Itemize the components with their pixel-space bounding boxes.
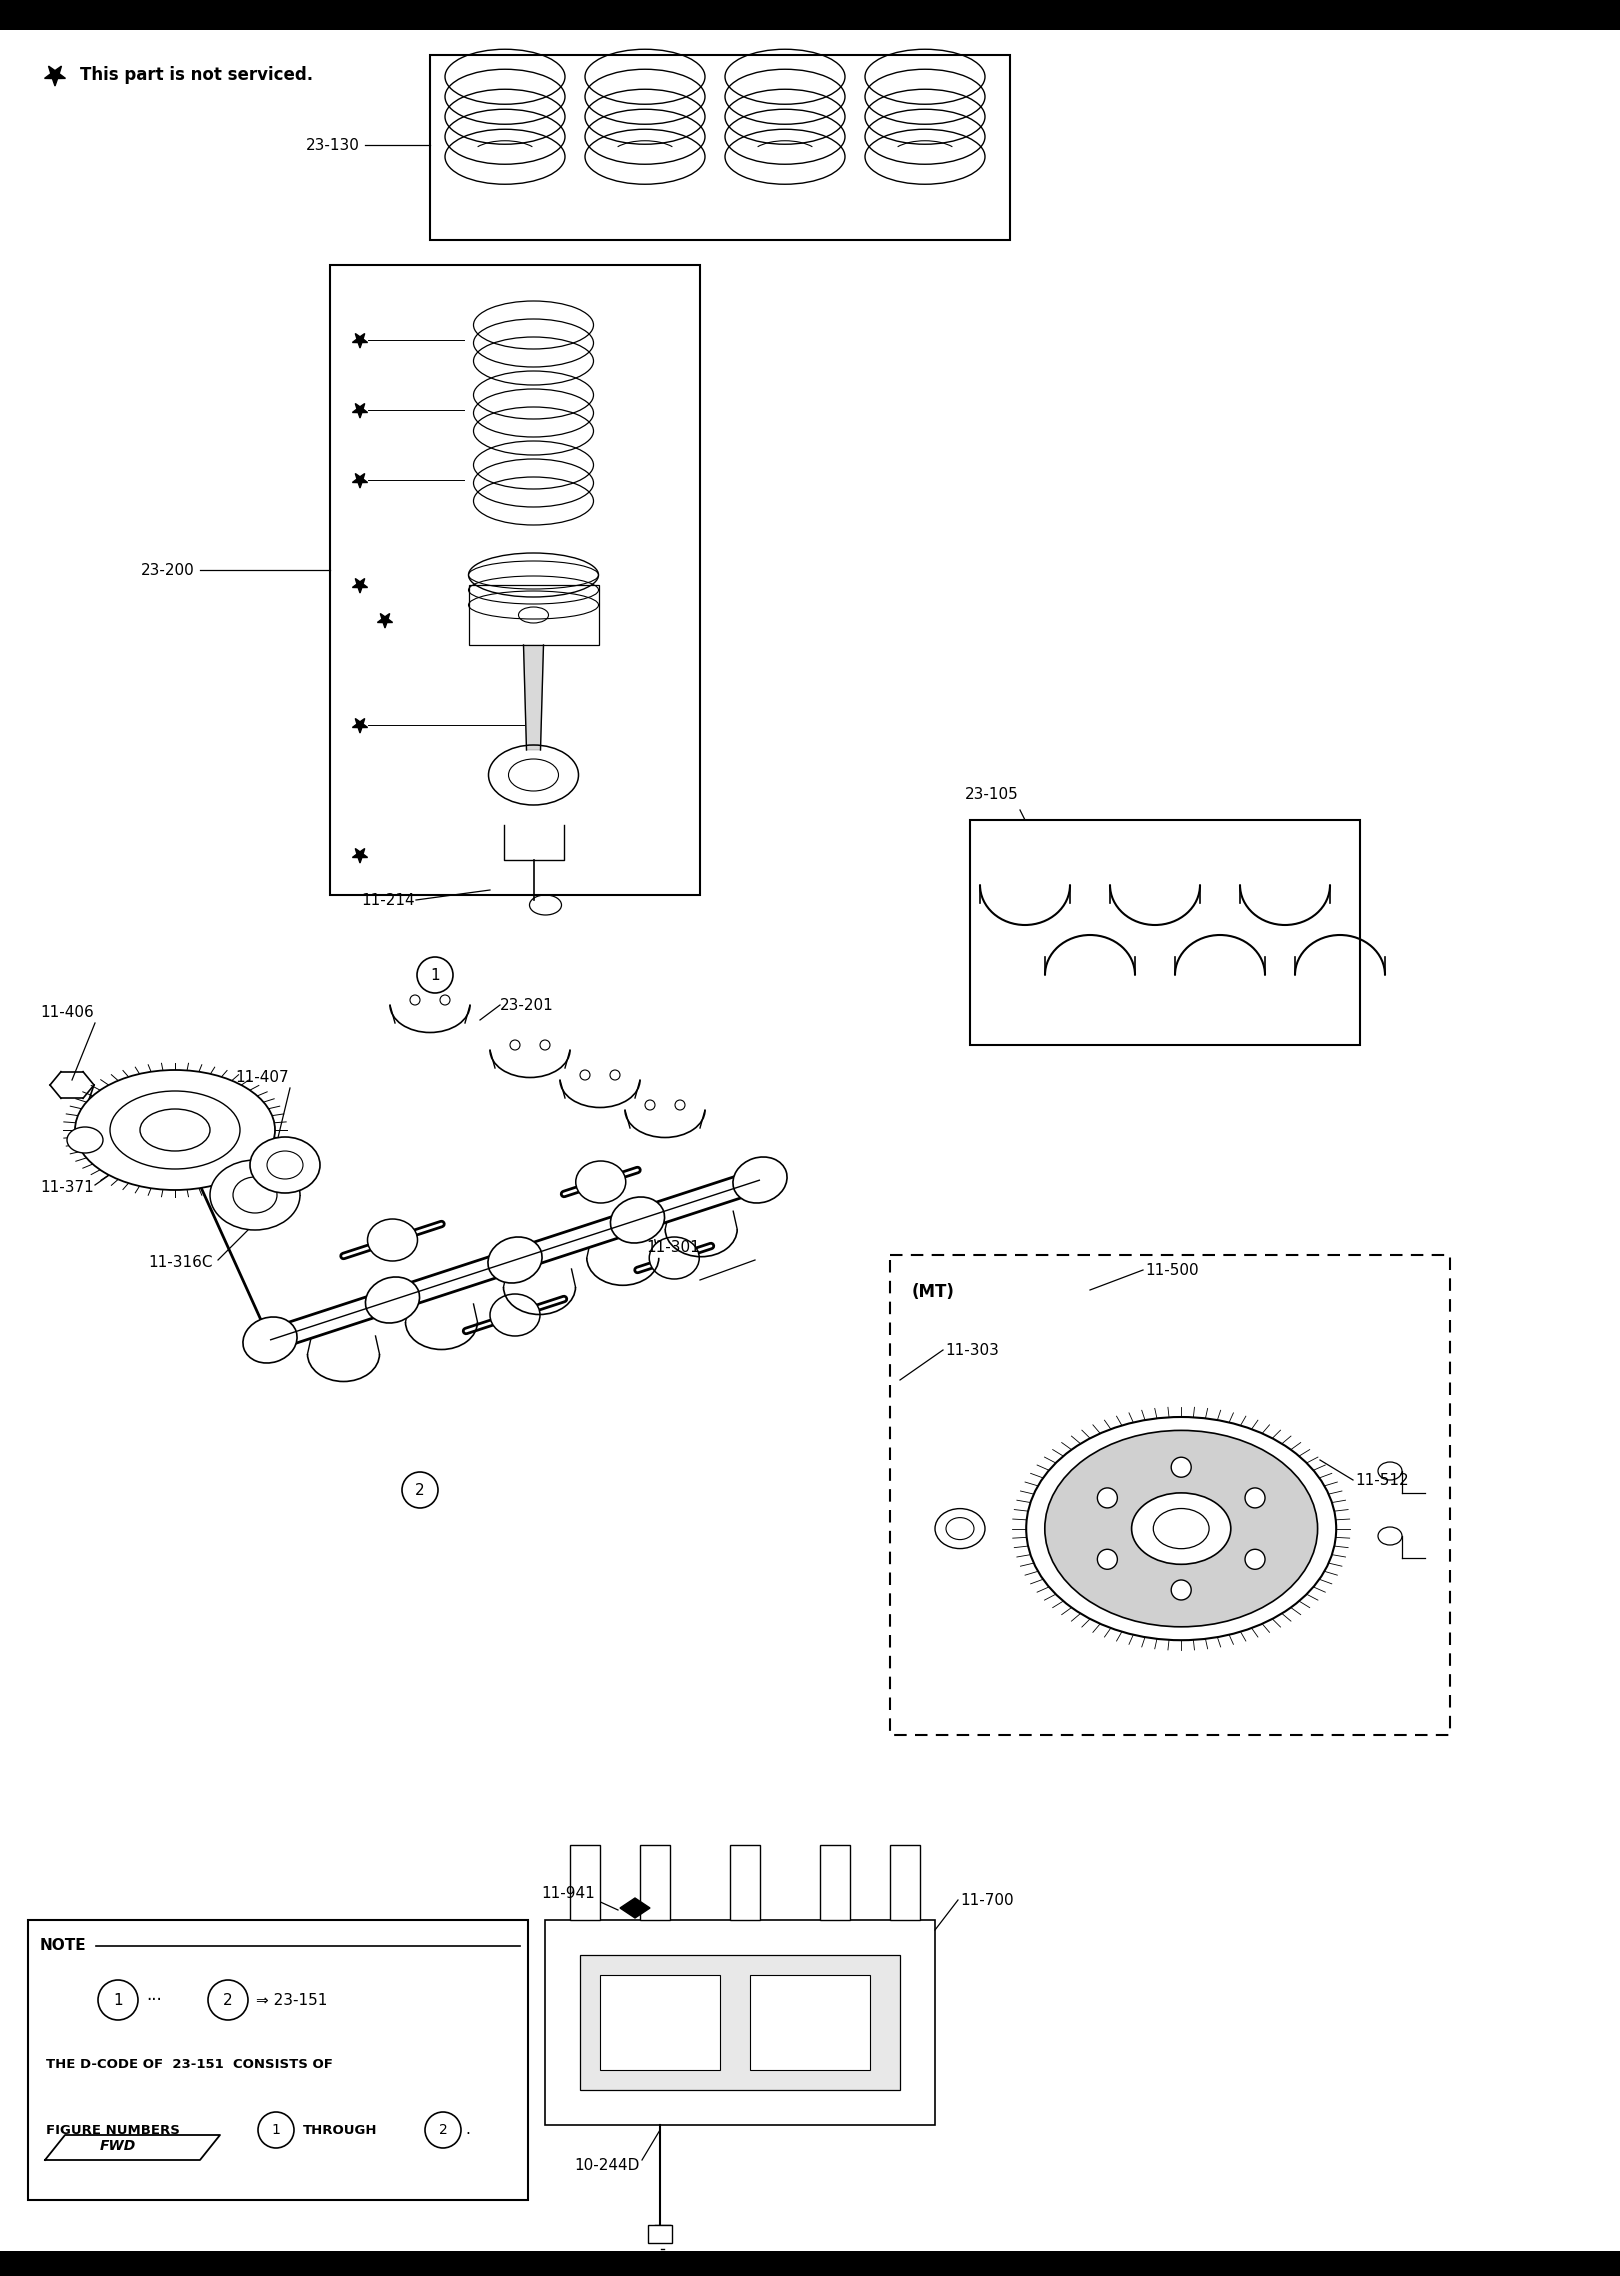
Text: 23-105: 23-105 bbox=[966, 787, 1019, 801]
Circle shape bbox=[1171, 1580, 1191, 1600]
Text: ⇒ 23-151: ⇒ 23-151 bbox=[256, 1992, 327, 2007]
Ellipse shape bbox=[489, 1295, 539, 1336]
Ellipse shape bbox=[110, 1090, 240, 1170]
Ellipse shape bbox=[368, 1220, 418, 1261]
Text: 11-406: 11-406 bbox=[40, 1006, 94, 1020]
Ellipse shape bbox=[75, 1070, 275, 1190]
Bar bbox=[0, 0, 1620, 30]
Text: 10-244D: 10-244D bbox=[575, 2158, 640, 2174]
Text: 11-700: 11-700 bbox=[961, 1894, 1014, 1907]
Ellipse shape bbox=[611, 1197, 664, 1243]
Text: 11-512: 11-512 bbox=[1354, 1473, 1409, 1489]
Bar bbox=[0, 2251, 1620, 2276]
Text: 23-130: 23-130 bbox=[306, 137, 360, 152]
Ellipse shape bbox=[233, 1177, 277, 1213]
Text: 1: 1 bbox=[431, 967, 439, 983]
Bar bbox=[570, 1846, 599, 1921]
Text: ···: ··· bbox=[146, 1992, 162, 2010]
Ellipse shape bbox=[66, 1127, 104, 1154]
Ellipse shape bbox=[575, 1161, 625, 1204]
Polygon shape bbox=[353, 473, 368, 487]
Ellipse shape bbox=[366, 1277, 420, 1322]
Polygon shape bbox=[353, 849, 368, 863]
Ellipse shape bbox=[468, 553, 598, 596]
Ellipse shape bbox=[1025, 1418, 1336, 1641]
Bar bbox=[599, 1976, 719, 2069]
Text: .: . bbox=[465, 2124, 470, 2137]
Bar bbox=[468, 585, 598, 644]
Polygon shape bbox=[620, 1898, 650, 1919]
Text: 11-316C: 11-316C bbox=[147, 1254, 212, 1270]
Bar bbox=[648, 2226, 672, 2244]
Text: THE D-CODE OF  23-151  CONSISTS OF: THE D-CODE OF 23-151 CONSISTS OF bbox=[45, 2058, 332, 2071]
Polygon shape bbox=[523, 644, 543, 751]
Bar bbox=[640, 1846, 671, 1921]
Bar bbox=[820, 1846, 850, 1921]
Ellipse shape bbox=[139, 1108, 211, 1152]
Text: 23-200: 23-200 bbox=[141, 562, 194, 578]
Polygon shape bbox=[45, 2135, 220, 2160]
Text: 1: 1 bbox=[113, 1992, 123, 2007]
Polygon shape bbox=[44, 66, 65, 86]
Ellipse shape bbox=[1132, 1493, 1231, 1564]
Text: 11-500: 11-500 bbox=[1145, 1263, 1199, 1277]
Bar bbox=[580, 1955, 901, 2089]
Circle shape bbox=[1097, 1489, 1118, 1509]
Bar bbox=[330, 264, 700, 894]
Ellipse shape bbox=[249, 1138, 321, 1193]
Ellipse shape bbox=[488, 1236, 543, 1284]
Circle shape bbox=[1246, 1550, 1265, 1568]
Text: THROUGH: THROUGH bbox=[303, 2124, 377, 2137]
Text: 1: 1 bbox=[272, 2124, 280, 2137]
Text: 11-303: 11-303 bbox=[944, 1343, 1000, 1356]
Polygon shape bbox=[353, 403, 368, 419]
Polygon shape bbox=[377, 615, 392, 628]
Circle shape bbox=[1097, 1550, 1118, 1568]
Bar bbox=[731, 1846, 760, 1921]
Bar bbox=[889, 1846, 920, 1921]
Bar bbox=[970, 819, 1361, 1045]
Ellipse shape bbox=[1045, 1429, 1317, 1627]
Text: FWD: FWD bbox=[100, 2139, 136, 2153]
Text: 11-301: 11-301 bbox=[646, 1240, 700, 1254]
Text: 11-214: 11-214 bbox=[361, 892, 415, 908]
Text: This part is not serviced.: This part is not serviced. bbox=[79, 66, 313, 84]
Text: 2: 2 bbox=[415, 1482, 424, 1498]
Polygon shape bbox=[353, 335, 368, 348]
Ellipse shape bbox=[732, 1156, 787, 1204]
Text: (MT): (MT) bbox=[912, 1284, 954, 1302]
Text: FIGURE NUMBERS: FIGURE NUMBERS bbox=[45, 2124, 180, 2137]
Text: 11-407: 11-407 bbox=[235, 1070, 288, 1086]
Polygon shape bbox=[353, 719, 368, 733]
Ellipse shape bbox=[211, 1161, 300, 1229]
Text: 2: 2 bbox=[439, 2124, 447, 2137]
Text: 11-371: 11-371 bbox=[40, 1179, 94, 1195]
Text: 11-941: 11-941 bbox=[541, 1885, 595, 1900]
Bar bbox=[750, 1976, 870, 2069]
Text: 23-201: 23-201 bbox=[501, 997, 554, 1013]
Circle shape bbox=[1246, 1489, 1265, 1509]
Circle shape bbox=[1171, 1457, 1191, 1477]
Text: 2: 2 bbox=[224, 1992, 233, 2007]
Text: NOTE: NOTE bbox=[40, 1937, 86, 1953]
Bar bbox=[544, 1921, 935, 2126]
Polygon shape bbox=[353, 578, 368, 594]
Ellipse shape bbox=[243, 1318, 296, 1363]
Bar bbox=[429, 55, 1009, 239]
Bar bbox=[889, 1254, 1450, 1734]
Ellipse shape bbox=[650, 1236, 700, 1279]
Bar bbox=[28, 1921, 528, 2201]
